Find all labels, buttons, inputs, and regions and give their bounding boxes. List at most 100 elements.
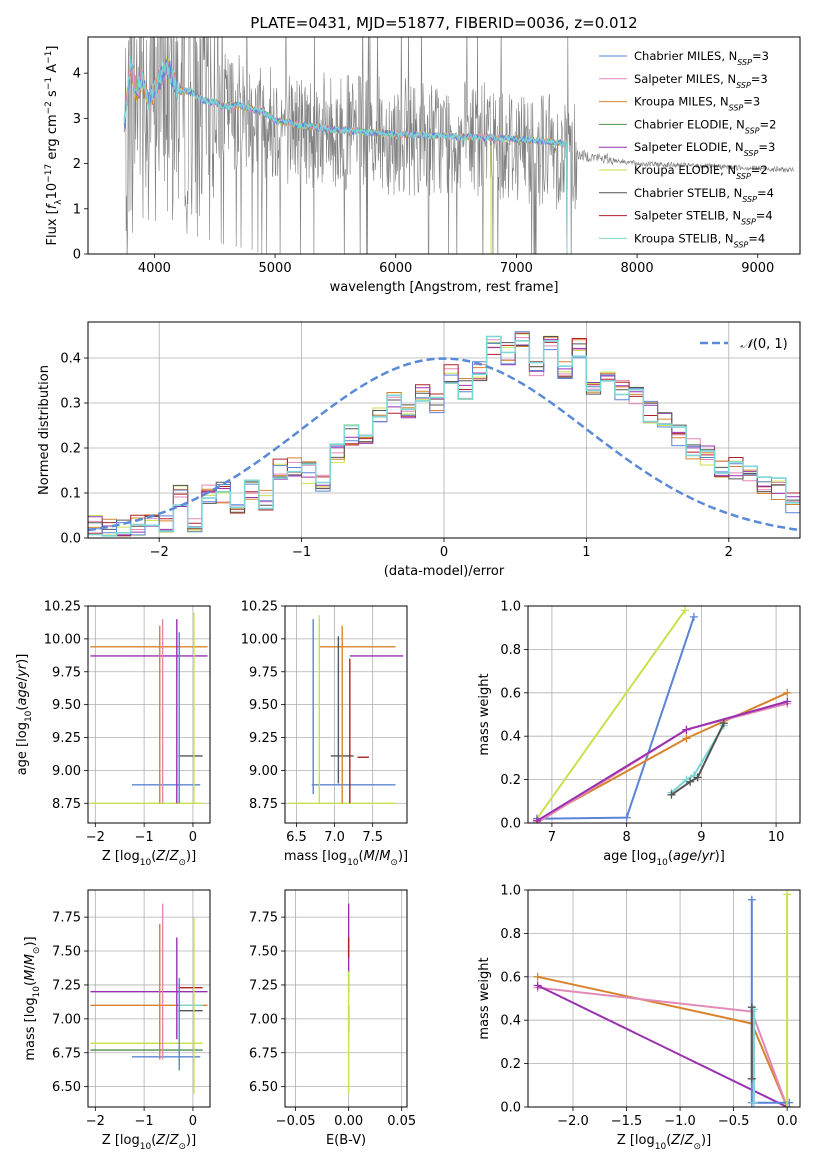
y-tick-label: 10.00 xyxy=(241,632,278,647)
label-part: ( xyxy=(151,849,156,864)
y-tick-label: 3 xyxy=(73,112,81,127)
x-tick-label: 7000 xyxy=(500,261,533,276)
y-tick-label: 0.0 xyxy=(500,817,521,832)
axes: 6.5 7.0 7.5 8.75 9.00 9.25 9.50 9.75 10.00 10.25 xyxy=(241,600,407,845)
x-tick-label: 0 xyxy=(440,545,448,560)
y-axis-label: Normed distribution xyxy=(37,365,52,495)
x-tick-label: 6000 xyxy=(379,261,412,276)
label-part: ⊙ xyxy=(178,1142,186,1152)
y-tick-label: 0.3 xyxy=(60,397,81,412)
legend: 𝒩(0, 1) xyxy=(700,337,788,352)
x-tick-label: −0.5 xyxy=(718,1114,750,1129)
legend-entry: Salpeter ELODIE, NSSP=3 xyxy=(634,140,775,158)
y-tick-label: 7.50 xyxy=(52,945,81,960)
y-tick-label: 6.50 xyxy=(52,1080,81,1095)
label-part: yr xyxy=(701,849,717,864)
x-tick-label: −1 xyxy=(135,1114,154,1129)
x-tick-label: 1 xyxy=(582,545,590,560)
label-part: Flux [ xyxy=(45,209,60,245)
x-tick-label: 6.5 xyxy=(286,830,307,845)
normal-curve xyxy=(88,357,800,532)
label-part: age [log xyxy=(603,849,656,864)
x-axis-label: Z [log10(Z/Z⊙)] xyxy=(102,849,196,868)
legend-subscript: SSP xyxy=(736,172,751,181)
mass-vs-metallicity-panel: −2 −1 06.506.757.007.257.507.75Z [log10(Z/… xyxy=(23,889,211,1152)
legend-tail: =3 xyxy=(743,95,760,109)
legend-tail: =3 xyxy=(752,49,769,63)
label-part: Z xyxy=(670,1133,681,1148)
label-part: )] xyxy=(715,849,725,864)
x-tick-label: 0.00 xyxy=(334,1114,363,1129)
plot-area xyxy=(88,331,800,537)
label-part: )] xyxy=(23,936,38,946)
y-tick-label: 9.00 xyxy=(52,764,81,779)
x-tick-label: 7 xyxy=(548,830,556,845)
legend-entry: Salpeter STELIB, NSSP=4 xyxy=(634,209,773,227)
x-tick-label: 4000 xyxy=(138,261,171,276)
y-tick-label: 10.00 xyxy=(44,632,81,647)
x-tick-label: 0.0 xyxy=(777,1114,798,1129)
label-part: f xyxy=(45,202,60,209)
legend-entry: Kroupa STELIB, NSSP=4 xyxy=(634,231,765,249)
label-part: ( xyxy=(668,849,673,864)
label-part: Z [log xyxy=(617,1133,655,1148)
label-part: )] xyxy=(398,849,408,864)
x-tick-label: −2 xyxy=(86,830,105,845)
label-part: −1 xyxy=(44,51,54,64)
y-tick-label: 0.0 xyxy=(60,532,81,547)
residuals-panel: −2 −1 0 1 2 0.0 0.1 0.2 0.3 0.4 (data-model)/error… xyxy=(37,321,801,579)
model-spectrum-line xyxy=(123,58,568,254)
label-part: ( xyxy=(359,849,364,864)
y-tick-label: 6.50 xyxy=(249,1080,278,1095)
label-part: age xyxy=(15,681,30,705)
x-tick-label: 10 xyxy=(768,830,785,845)
label-part: Z xyxy=(169,849,180,864)
x-tick-label: 7.5 xyxy=(362,830,383,845)
label-part: Z xyxy=(684,1133,695,1148)
label-part: / xyxy=(15,676,30,681)
x-tick-label: 9000 xyxy=(741,261,774,276)
label-part: Z [log xyxy=(102,849,140,864)
legend-label: Salpeter MILES, N xyxy=(634,72,736,86)
x-tick-label: −2 xyxy=(86,1114,105,1129)
label-part: )] xyxy=(15,654,30,664)
x-tick-label: −1.5 xyxy=(611,1114,643,1129)
plot-area xyxy=(90,612,208,804)
y-tick-label: 0.4 xyxy=(500,1014,521,1029)
y-tick-label: 0.2 xyxy=(500,773,521,788)
label-part: 10 xyxy=(45,183,60,200)
x-tick-label: 8 xyxy=(622,830,630,845)
axes-frame xyxy=(527,605,801,824)
weight-marker xyxy=(622,813,631,822)
weight-marker xyxy=(689,612,698,621)
label-part: (0, 1) xyxy=(753,337,788,352)
label-part: s xyxy=(45,90,60,101)
y-axis-label: mass weight xyxy=(477,673,492,755)
label-part: / xyxy=(680,1133,685,1148)
label-part: −1 xyxy=(44,77,54,90)
legend-label: Salpeter STELIB, N xyxy=(634,209,741,223)
legend-subscript: SSP xyxy=(741,217,756,226)
x-axis-label: Z [log10(Z/Z⊙)] xyxy=(102,1133,196,1152)
legend-tail: =4 xyxy=(757,186,774,200)
legend-entry: Salpeter MILES, NSSP=3 xyxy=(634,72,768,90)
x-tick-label: 0 xyxy=(189,830,197,845)
observed-spectrum-line xyxy=(123,37,794,254)
legend-entry: Chabrier STELIB, NSSP=4 xyxy=(634,186,774,204)
y-tick-label: 6.75 xyxy=(52,1046,81,1061)
legend-entry: Kroupa ELODIE, NSSP=2 xyxy=(634,163,768,181)
legend-label: Salpeter ELODIE, N xyxy=(634,140,744,154)
legend-subscript: SSP xyxy=(729,103,744,112)
legend-label: Kroupa STELIB, N xyxy=(634,231,734,245)
label-part: ( xyxy=(666,1133,671,1148)
y-tick-label: 10.25 xyxy=(44,600,81,615)
y-tick-label: 0.6 xyxy=(500,686,521,701)
label-part: / xyxy=(165,849,170,864)
label-part: ⊙ xyxy=(32,947,42,955)
weight-marker xyxy=(682,725,691,734)
label-part: Z xyxy=(155,1133,166,1148)
y-tick-label: 9.25 xyxy=(52,731,81,746)
legend-subscript: SSP xyxy=(742,194,757,203)
